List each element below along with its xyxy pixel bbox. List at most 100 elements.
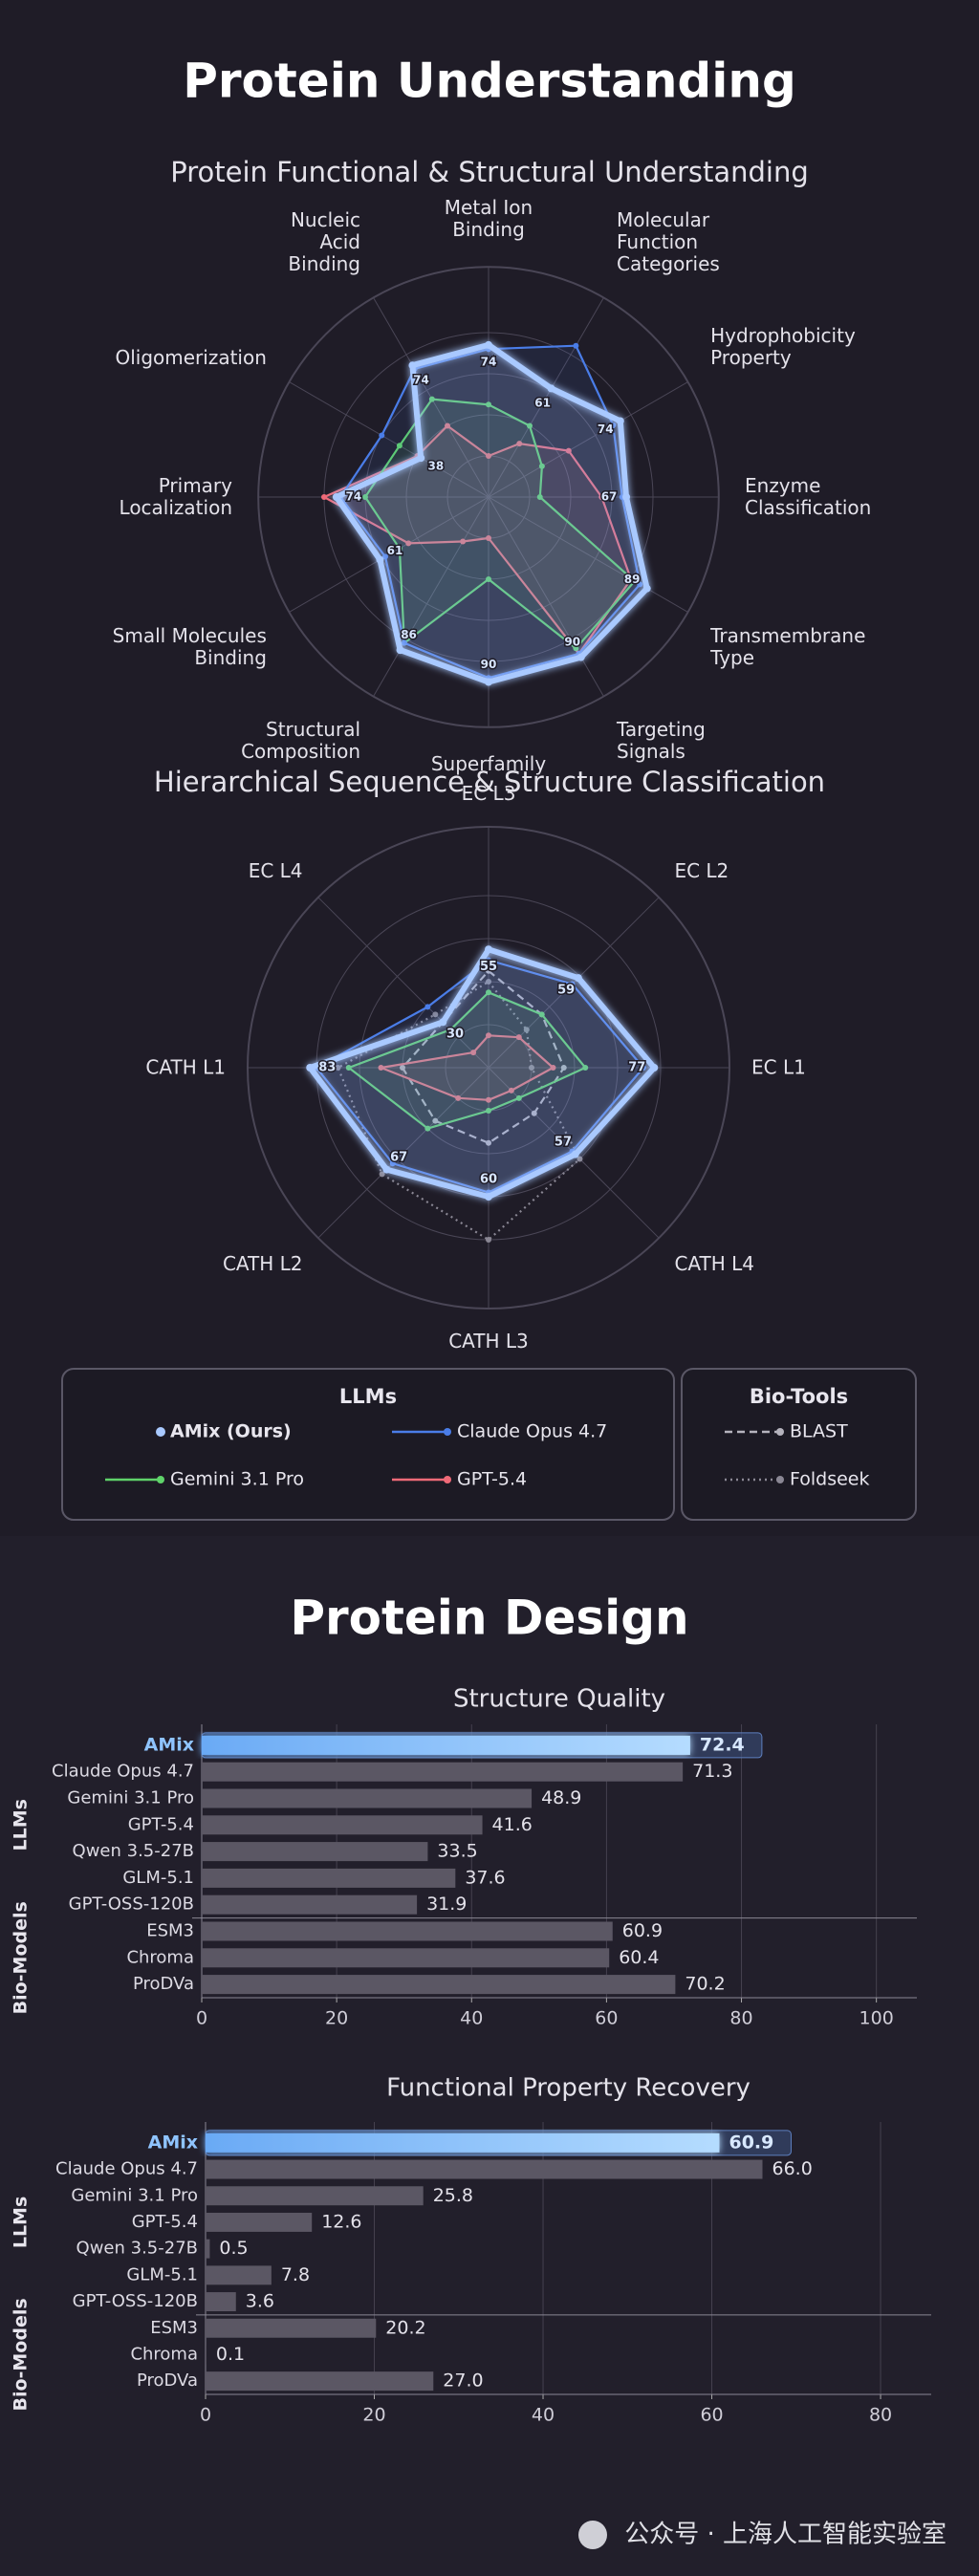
value-label: 3.6 [246,2291,274,2312]
section-bg [0,1536,979,2576]
value-label: 90 [481,658,497,671]
radar-point [396,646,404,655]
bar [206,2186,424,2206]
value-label: 31.9 [426,1894,467,1915]
axis-label: Targeting Signals [617,718,706,764]
x-tick-label: 80 [869,2405,892,2426]
value-label: 89 [624,573,641,586]
radar-point [379,432,385,439]
bar [206,2345,207,2365]
legend-marker [157,1476,164,1483]
value-label: 12.6 [321,2211,361,2232]
radar-point [432,1011,439,1018]
radar-point [376,555,384,564]
value-label: 74 [346,490,362,504]
value-label: 60.9 [729,2132,773,2153]
bar [202,1868,456,1888]
group-label: LLMs [11,2197,32,2248]
y-tick-label: AMix [148,2132,198,2153]
axis-label: CATH L2 [222,1252,303,1276]
value-label: 77 [628,1061,645,1075]
value-label: 7.8 [281,2264,310,2285]
legend-label: Foldseek [790,1469,870,1490]
value-label: 61 [534,397,551,410]
chart-title: Functional Property Recovery [386,2074,751,2103]
value-label: 27.0 [443,2370,483,2392]
section-title: Protein Understanding [183,54,795,109]
radar-point [571,1150,579,1158]
value-label: 0.5 [219,2238,248,2259]
bar [206,2239,210,2259]
radar-point [382,1165,391,1174]
axis-label: EC L4 [248,858,303,882]
bar [206,2212,313,2232]
chart-title: Hierarchical Sequence & Structure Classi… [154,766,825,798]
x-tick-label: 60 [700,2405,723,2426]
y-tick-label: ProDVa [133,1974,194,1994]
value-label: 67 [390,1150,407,1164]
y-tick-label: GPT-OSS-120B [69,1894,194,1915]
bar [202,1975,676,1995]
x-tick-label: 20 [362,2405,385,2426]
axis-label: Metal Ion Binding [444,196,533,241]
value-label: 90 [564,635,580,648]
radar-point [332,493,340,501]
radar-point [547,384,555,393]
value-label: 70.2 [685,1974,725,1995]
y-tick-label: Chroma [130,2344,198,2364]
y-tick-label: GPT-OSS-120B [73,2291,198,2311]
radar-point [642,584,651,593]
value-label: 66.0 [772,2158,812,2179]
value-label: 0.1 [216,2344,245,2365]
y-tick-label: ProDVa [137,2370,198,2391]
x-tick-label: 100 [859,2008,894,2029]
legend-label: BLAST [790,1421,848,1442]
watermark-icon [578,2521,607,2549]
legend-title: LLMs [339,1385,397,1408]
legend-box [61,1368,675,1521]
legend-label: AMix (Ours) [170,1421,292,1442]
legend-marker [444,1428,451,1436]
x-tick-label: 40 [460,2008,483,2029]
legend-label: Claude Opus 4.7 [457,1421,607,1442]
axis-label: Primary Localization [119,474,232,519]
value-label: 57 [555,1135,572,1149]
radar-point [485,678,492,686]
y-tick-label: GLM-5.1 [126,2264,198,2284]
radar-point [485,340,492,349]
radar-point [577,1156,583,1162]
axis-label: CATH L4 [674,1252,755,1276]
x-tick-label: 80 [729,2008,752,2029]
chart-title: Structure Quality [453,1685,665,1714]
y-tick-label: Claude Opus 4.7 [55,2159,198,2179]
axis-label: Small Molecules Binding [112,624,267,669]
value-label: 72.4 [700,1734,745,1755]
radar-point [485,1193,492,1201]
axis-label: Transmembrane Type [710,624,866,669]
radar-point [577,653,585,661]
bar [206,2159,763,2179]
value-label: 61 [387,544,403,557]
y-tick-label: ESM3 [146,1921,194,1941]
value-label: 86 [401,628,417,641]
legend-label: Gemini 3.1 Pro [170,1469,304,1490]
group-label: LLMs [11,1799,32,1851]
radar-point [485,945,492,954]
x-tick-label: 40 [532,2405,555,2426]
legend-label: GPT-5.4 [457,1469,527,1490]
radar-area [307,946,658,1200]
value-label: 74 [413,373,429,386]
y-tick-label: GLM-5.1 [122,1868,194,1888]
bar [206,2132,720,2153]
radar-point [573,342,579,349]
value-label: 37.6 [465,1867,505,1888]
y-tick-label: Gemini 3.1 Pro [67,1788,194,1808]
bar [202,1735,690,1755]
value-label: 71.3 [692,1761,732,1782]
y-tick-label: GPT-5.4 [128,1814,194,1834]
value-label: 33.5 [437,1841,477,1862]
value-label: 25.8 [433,2185,473,2206]
group-label: Bio-Models [11,2298,32,2411]
radar-point [650,1064,659,1072]
y-tick-label: ESM3 [150,2318,198,2338]
